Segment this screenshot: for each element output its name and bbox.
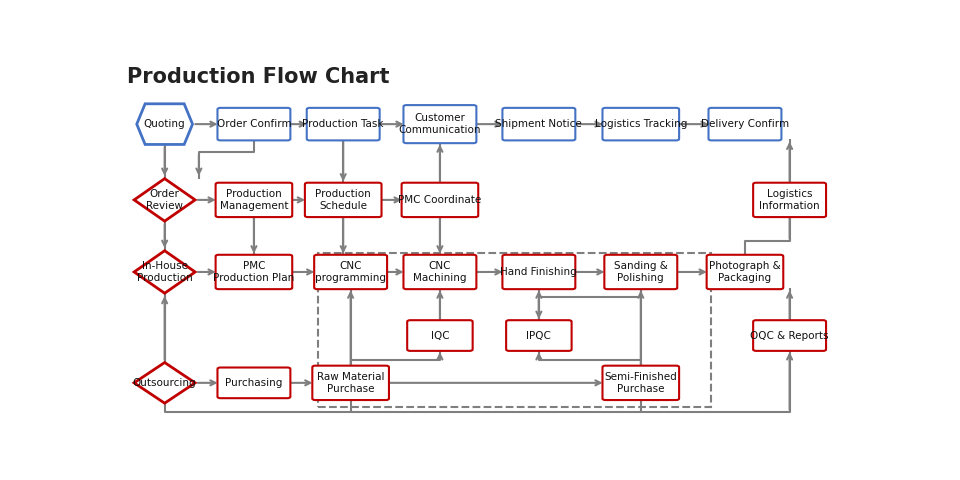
Text: Production
Management: Production Management xyxy=(220,189,288,211)
Text: Logistics
Information: Logistics Information xyxy=(759,189,820,211)
FancyBboxPatch shape xyxy=(216,183,292,217)
FancyBboxPatch shape xyxy=(603,366,679,400)
FancyBboxPatch shape xyxy=(754,183,826,217)
Text: Quoting: Quoting xyxy=(144,119,185,129)
FancyBboxPatch shape xyxy=(502,255,575,289)
FancyBboxPatch shape xyxy=(708,108,781,140)
FancyBboxPatch shape xyxy=(707,255,783,289)
Text: Production Flow Chart: Production Flow Chart xyxy=(128,67,390,87)
Polygon shape xyxy=(134,251,195,293)
Polygon shape xyxy=(136,104,193,144)
Text: Outsourcing: Outsourcing xyxy=(132,378,197,388)
FancyBboxPatch shape xyxy=(754,320,826,351)
FancyBboxPatch shape xyxy=(218,108,290,140)
Text: Production Task: Production Task xyxy=(302,119,384,129)
Text: PMC
Production Plan: PMC Production Plan xyxy=(213,261,295,283)
Polygon shape xyxy=(134,362,195,403)
FancyBboxPatch shape xyxy=(605,255,677,289)
Text: Sanding &
Polishing: Sanding & Polishing xyxy=(613,261,668,283)
FancyBboxPatch shape xyxy=(312,366,389,400)
Polygon shape xyxy=(134,179,195,221)
Text: OQC & Reports: OQC & Reports xyxy=(751,331,828,340)
FancyBboxPatch shape xyxy=(407,320,472,351)
FancyBboxPatch shape xyxy=(401,183,478,217)
Text: PMC Coordinate: PMC Coordinate xyxy=(398,195,482,205)
FancyBboxPatch shape xyxy=(403,105,476,143)
Text: CNC
Machining: CNC Machining xyxy=(413,261,467,283)
FancyBboxPatch shape xyxy=(305,183,381,217)
FancyBboxPatch shape xyxy=(603,108,679,140)
Text: Customer
Communication: Customer Communication xyxy=(398,113,481,135)
Bar xyxy=(318,253,711,407)
FancyBboxPatch shape xyxy=(506,320,571,351)
Text: IPQC: IPQC xyxy=(526,331,551,340)
Text: Logistics Tracking: Logistics Tracking xyxy=(594,119,687,129)
Text: Purchasing: Purchasing xyxy=(226,378,282,388)
Text: Hand Finishing: Hand Finishing xyxy=(500,267,577,277)
Text: Raw Material
Purchase: Raw Material Purchase xyxy=(317,372,384,394)
Text: In-House
Production: In-House Production xyxy=(136,261,193,283)
FancyBboxPatch shape xyxy=(307,108,379,140)
Text: Delivery Confirm: Delivery Confirm xyxy=(701,119,789,129)
Text: Photograph &
Packaging: Photograph & Packaging xyxy=(709,261,780,283)
Text: Order
Review: Order Review xyxy=(146,189,183,211)
Text: IQC: IQC xyxy=(431,331,449,340)
FancyBboxPatch shape xyxy=(314,255,387,289)
Text: Semi-Finished
Purchase: Semi-Finished Purchase xyxy=(605,372,677,394)
Text: CNC
programming: CNC programming xyxy=(315,261,386,283)
Text: Production
Schedule: Production Schedule xyxy=(315,189,372,211)
FancyBboxPatch shape xyxy=(216,255,292,289)
FancyBboxPatch shape xyxy=(403,255,476,289)
FancyBboxPatch shape xyxy=(218,368,290,398)
Text: Shipment Notice: Shipment Notice xyxy=(495,119,583,129)
Text: Order Confirm: Order Confirm xyxy=(217,119,291,129)
FancyBboxPatch shape xyxy=(502,108,575,140)
